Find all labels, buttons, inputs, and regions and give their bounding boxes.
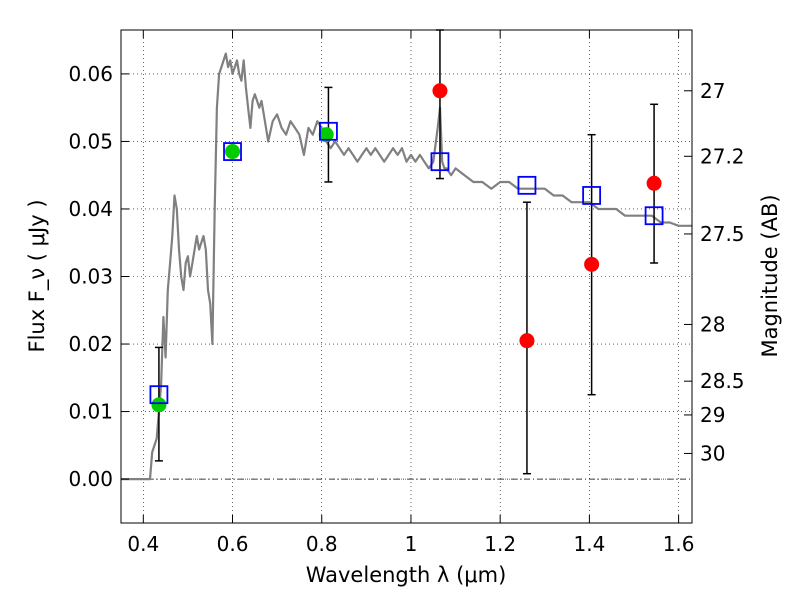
model-spectrum-line	[121, 52, 692, 481]
x-tick-label: 0.4	[127, 532, 159, 556]
x-tick-label: 0.8	[306, 532, 338, 556]
upper-limit-point	[584, 256, 600, 272]
x-tick-label: 1.2	[484, 532, 516, 556]
x-tick-label: 1.6	[663, 532, 695, 556]
y-tick-label: 0.06	[68, 62, 113, 86]
model-flux-square	[223, 142, 242, 161]
y-tick-label: 0.01	[68, 400, 113, 424]
y2-tick-label: 28.5	[700, 369, 745, 393]
upper-limit-point	[432, 83, 448, 99]
y-axis-title: Flux F_ν ( μJy )	[25, 199, 50, 352]
detection-point	[151, 397, 167, 413]
y2-tick-label: 28	[700, 312, 725, 336]
tick-labels: 0.4 0.6 0.8 1 1.2 1.4 1.6 0.00 0.01 0.02 0.03 0.04 0…	[68, 62, 744, 556]
y2-tick-label: 27.2	[700, 144, 745, 168]
upper-limit-point	[646, 175, 662, 191]
y-tick-label: 0.04	[68, 197, 113, 221]
model-flux-square	[644, 206, 664, 226]
x-tick-label: 0.6	[217, 532, 249, 556]
detection-point	[225, 144, 241, 160]
y2-tick-label: 27	[700, 79, 725, 103]
x-tick-label: 1.4	[573, 532, 605, 556]
detection-point	[318, 127, 334, 143]
y-tick-label: 0.03	[68, 265, 113, 289]
y-tick-label: 0.02	[68, 332, 113, 356]
x-axis-title: Wavelength λ (μm)	[306, 563, 507, 587]
y-tick-label: 0.00	[68, 467, 113, 491]
y2-tick-label: 29	[700, 403, 725, 427]
model-flux-square	[517, 175, 537, 195]
data-layer	[121, 29, 692, 481]
x-tick-label: 1	[405, 532, 418, 556]
model-flux-square	[430, 152, 450, 172]
y-tick-label: 0.05	[68, 129, 113, 153]
y2-tick-label: 30	[700, 441, 725, 465]
y2-tick-label: 27.5	[700, 222, 745, 246]
tick-marks	[121, 30, 692, 523]
model-flux-square	[319, 121, 338, 141]
upper-limit-point	[519, 333, 535, 349]
y2-axis-title: Magnitude (AB)	[758, 194, 782, 357]
model-flux-square	[582, 186, 602, 205]
model-flux-square	[149, 385, 169, 405]
